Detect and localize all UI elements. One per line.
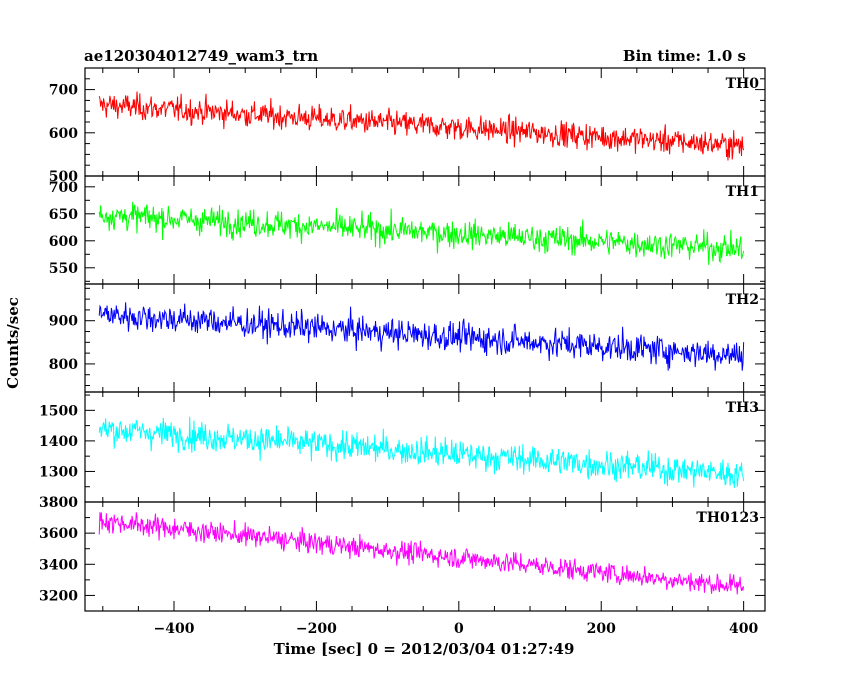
y-tick-label-th3: 1500: [39, 403, 78, 419]
series-line-th2: [98, 302, 745, 371]
y-tick-label-th0123: 3400: [39, 557, 78, 573]
y-tick-label-th0: 700: [49, 83, 78, 99]
series-line-th0: [98, 91, 745, 161]
y-tick-label-th0: 500: [49, 169, 78, 185]
panel-label-th0123: TH0123: [696, 510, 759, 526]
panel-label-th0: TH0: [726, 76, 760, 92]
chart-title-left: ae120304012749_wam3_trn: [84, 47, 318, 65]
y-axis-title: Counts/sec: [4, 297, 22, 389]
x-tick-label: −400: [154, 621, 195, 637]
y-tick-label-th0123: 3600: [39, 526, 78, 542]
y-tick-label-th1: 600: [49, 234, 78, 250]
panel-label-th3: TH3: [726, 400, 759, 416]
y-tick-label-th0123: 3800: [39, 495, 78, 511]
x-tick-label: −200: [296, 621, 337, 637]
x-axis-title: Time [sec] 0 = 2012/03/04 01:27:49: [274, 640, 575, 658]
series-line-th0123: [98, 512, 745, 595]
chart-title-right: Bin time: 1.0 s: [623, 47, 746, 65]
panel-group: TH0 500 600 700 TH1 550 600 650 700 TH2 800 900 TH3 1…: [39, 67, 766, 637]
x-tick-label: 400: [729, 621, 758, 637]
panel-frame-th0123: [84, 501, 766, 612]
y-tick-label-th1: 650: [49, 207, 78, 223]
y-tick-label-th0: 600: [49, 126, 78, 142]
panel-label-th2: TH2: [726, 292, 759, 308]
series-line-th3: [98, 416, 745, 488]
x-tick-label: 0: [454, 621, 464, 637]
x-tick-label: 200: [587, 621, 616, 637]
panel-label-th1: TH1: [726, 184, 759, 200]
y-tick-label-th3: 1400: [39, 434, 78, 450]
series-line-th1: [98, 201, 745, 266]
y-tick-label-th0123: 3200: [39, 588, 78, 604]
y-tick-label-th2: 800: [49, 357, 78, 373]
y-tick-label-th1: 700: [49, 180, 78, 196]
y-tick-label-th2: 900: [49, 314, 78, 330]
y-tick-label-th3: 1300: [39, 464, 78, 480]
y-tick-label-th1: 550: [49, 261, 78, 277]
panel-frame-th1: [84, 175, 766, 285]
